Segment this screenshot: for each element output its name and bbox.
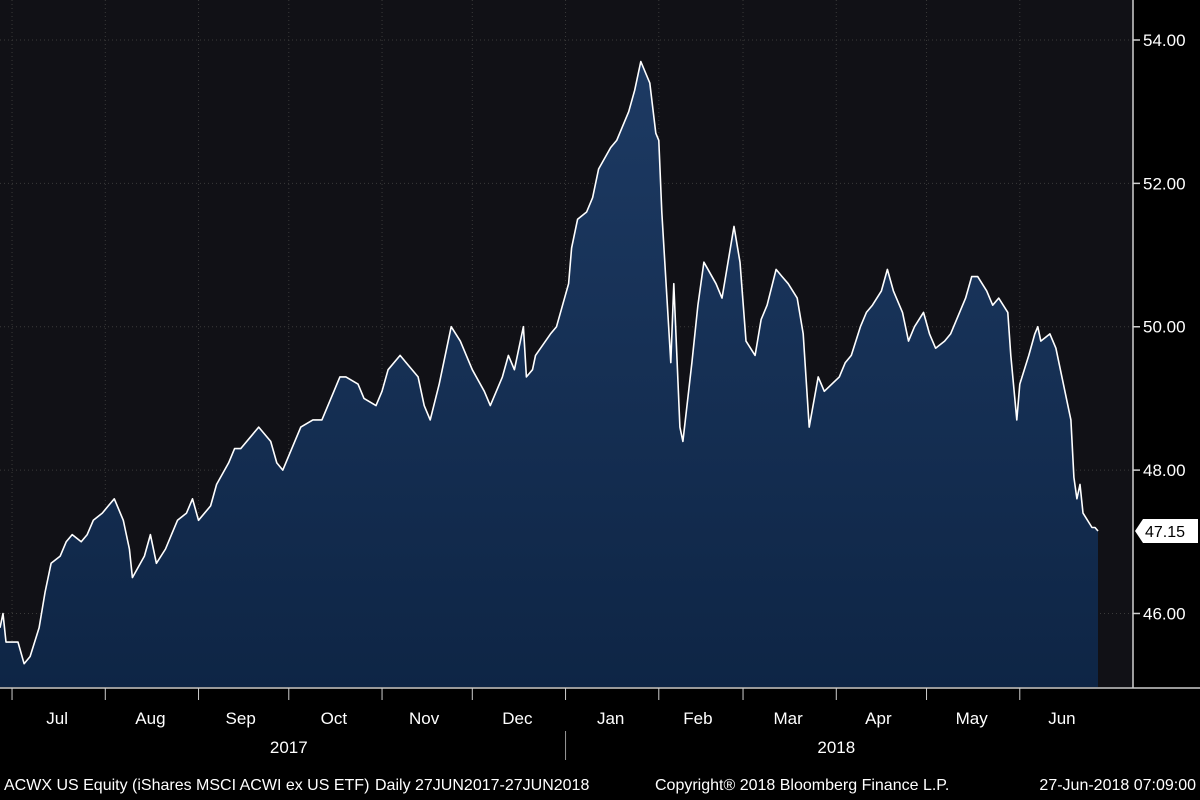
x-month-label: Sep — [226, 709, 256, 728]
y-tick-label: 50.00 — [1143, 318, 1186, 337]
footer-timestamp: 27-Jun-2018 07:09:00 — [1039, 777, 1196, 794]
footer: ACWX US Equity (iShares MSCI ACWI ex US … — [4, 777, 1196, 794]
x-year-label: 2017 — [270, 738, 308, 757]
last-value-box — [1135, 519, 1198, 544]
y-tick-label: 54.00 — [1143, 31, 1186, 50]
x-month-label: May — [956, 709, 989, 728]
last-value-label: 47.15 — [1145, 524, 1185, 541]
last-value-marker: 47.15 — [1135, 519, 1198, 544]
y-axis-ticks: 46.00 48.00 50.00 52.00 54.00 — [1133, 31, 1186, 623]
price-line — [0, 60, 1099, 665]
price-area — [0, 61, 1098, 688]
x-month-label: Jun — [1048, 709, 1075, 728]
y-tick-label: 46.00 — [1143, 604, 1186, 623]
x-month-label: Nov — [409, 709, 440, 728]
footer-copyright: Copyright® 2018 Bloomberg Finance L.P. — [655, 777, 949, 794]
x-month-label: Aug — [135, 709, 165, 728]
x-month-label: Jul — [46, 709, 68, 728]
x-year-label: 2018 — [817, 738, 855, 757]
footer-range: Daily 27JUN2017-27JUN2018 — [375, 777, 589, 794]
x-month-label: Oct — [321, 709, 348, 728]
x-month-label: Feb — [683, 709, 712, 728]
y-tick-label: 52.00 — [1143, 174, 1186, 193]
y-tick-label: 48.00 — [1143, 461, 1186, 480]
x-month-label: Apr — [865, 709, 892, 728]
x-month-label: Dec — [502, 709, 533, 728]
x-month-label: Mar — [774, 709, 804, 728]
footer-security: ACWX US Equity (iShares MSCI ACWI ex US … — [4, 777, 369, 794]
x-month-label: Jan — [597, 709, 624, 728]
x-axis-ticks: Jul Aug Sep Oct Nov Dec Jan Feb Mar Apr May Jun 2017… — [11, 688, 1076, 757]
